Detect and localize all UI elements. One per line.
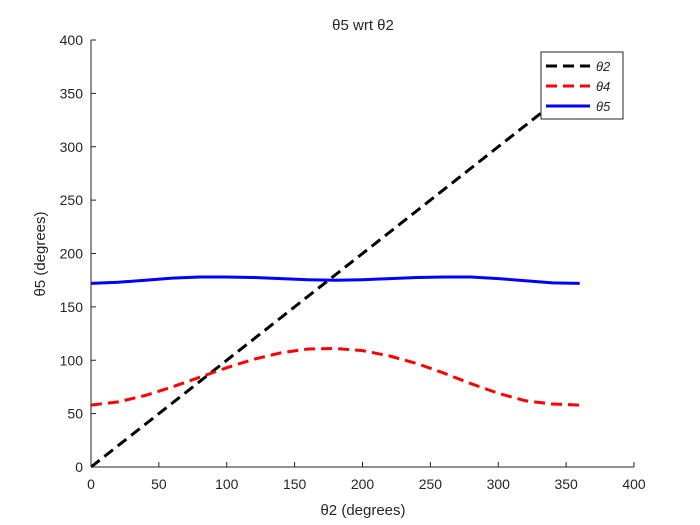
y-tick-label: 250 — [60, 192, 84, 208]
tick-labels: 0 50 100 150 200 250 300 350 400 0 50 100 150 200 250 3… — [60, 32, 646, 492]
chart-title: θ5 wrt θ2 — [332, 17, 394, 34]
y-tick-label: 50 — [67, 406, 83, 422]
y-tick-label: 200 — [60, 246, 84, 262]
y-axis-label: θ5 (degrees) — [32, 211, 49, 296]
legend-label-theta5: θ5 — [596, 99, 611, 114]
x-tick-label: 200 — [351, 476, 375, 492]
x-tick-label: 50 — [151, 476, 167, 492]
legend: θ2 θ4 θ5 — [540, 51, 624, 120]
x-tick-label: 100 — [215, 476, 239, 492]
x-tick-label: 300 — [487, 476, 511, 492]
legend-label-theta4: θ4 — [596, 79, 610, 94]
x-tick-label: 0 — [87, 476, 95, 492]
x-axis-label: θ2 (degrees) — [320, 502, 405, 519]
x-tick-label: 250 — [419, 476, 443, 492]
x-tick-label: 350 — [554, 476, 578, 492]
series-line-theta2 — [90, 81, 581, 469]
x-tick-label: 150 — [283, 476, 307, 492]
y-tick-label: 150 — [60, 299, 84, 315]
y-tick-label: 300 — [60, 139, 84, 155]
y-tick-label: 100 — [60, 352, 84, 368]
x-tick-label: 400 — [622, 476, 646, 492]
series-layer — [90, 81, 581, 469]
y-tick-label: 350 — [60, 85, 84, 101]
series-line-theta5 — [90, 275, 580, 285]
axes — [90, 39, 635, 468]
y-tick-label: 0 — [75, 459, 83, 475]
legend-label-theta2: θ2 — [596, 59, 611, 74]
y-tick-label: 400 — [60, 32, 84, 48]
